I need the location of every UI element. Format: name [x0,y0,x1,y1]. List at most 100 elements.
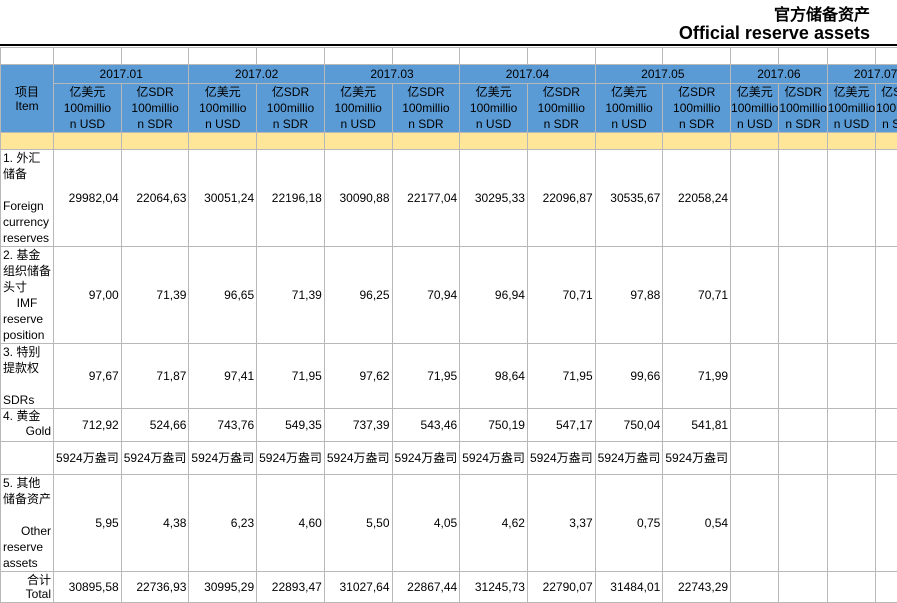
value-cell[interactable] [827,344,875,409]
empty-cell[interactable] [1,48,54,65]
value-cell[interactable]: 70,94 [392,247,460,344]
value-cell[interactable] [827,475,875,572]
value-cell[interactable] [876,409,897,442]
band-cell[interactable] [460,133,528,150]
value-cell[interactable]: 30995,29 [189,572,257,603]
value-cell[interactable]: 22064,63 [121,150,189,247]
month-header-3[interactable]: 2017.04 [460,65,595,84]
empty-cell[interactable] [324,48,392,65]
value-cell[interactable]: 5924万盎司 [392,442,460,475]
band-cell[interactable] [121,133,189,150]
value-cell[interactable]: 750,04 [595,409,663,442]
value-cell[interactable]: 0,54 [663,475,731,572]
value-cell[interactable]: 549,35 [257,409,325,442]
value-cell[interactable]: 31027,64 [324,572,392,603]
month-header-0[interactable]: 2017.01 [54,65,189,84]
value-cell[interactable] [779,344,827,409]
value-cell[interactable]: 71,39 [257,247,325,344]
value-cell[interactable]: 96,25 [324,247,392,344]
value-cell[interactable]: 71,95 [392,344,460,409]
empty-cell[interactable] [121,48,189,65]
empty-cell[interactable] [731,48,779,65]
value-cell[interactable] [827,572,875,603]
value-cell[interactable]: 97,00 [54,247,122,344]
value-cell[interactable]: 22736,93 [121,572,189,603]
value-cell[interactable]: 99,66 [595,344,663,409]
empty-cell[interactable] [460,48,528,65]
value-cell[interactable] [827,150,875,247]
value-cell[interactable]: 712,92 [54,409,122,442]
value-cell[interactable]: 98,64 [460,344,528,409]
band-cell[interactable] [189,133,257,150]
value-cell[interactable]: 750,19 [460,409,528,442]
band-cell[interactable] [827,133,875,150]
value-cell[interactable] [876,344,897,409]
value-cell[interactable]: 22893,47 [257,572,325,603]
value-cell[interactable]: 96,65 [189,247,257,344]
month-header-2[interactable]: 2017.03 [324,65,459,84]
value-cell[interactable]: 5924万盎司 [460,442,528,475]
value-cell[interactable]: 3,37 [527,475,595,572]
value-cell[interactable]: 22058,24 [663,150,731,247]
value-cell[interactable]: 541,81 [663,409,731,442]
band-cell[interactable] [731,133,779,150]
value-cell[interactable]: 30090,88 [324,150,392,247]
value-cell[interactable]: 5924万盎司 [595,442,663,475]
month-header-5[interactable]: 2017.06 [731,65,828,84]
value-cell[interactable]: 5924万盎司 [257,442,325,475]
value-cell[interactable]: 5924万盎司 [121,442,189,475]
value-cell[interactable]: 22096,87 [527,150,595,247]
value-cell[interactable]: 30895,58 [54,572,122,603]
value-cell[interactable]: 71,87 [121,344,189,409]
value-cell[interactable]: 5924万盎司 [54,442,122,475]
value-cell[interactable]: 524,66 [121,409,189,442]
empty-cell[interactable] [54,48,122,65]
value-cell[interactable]: 97,41 [189,344,257,409]
value-cell[interactable]: 5924万盎司 [324,442,392,475]
band-cell[interactable] [324,133,392,150]
band-cell[interactable] [876,133,897,150]
value-cell[interactable] [731,409,779,442]
value-cell[interactable]: 4,38 [121,475,189,572]
value-cell[interactable]: 70,71 [527,247,595,344]
value-cell[interactable]: 4,60 [257,475,325,572]
value-cell[interactable]: 22790,07 [527,572,595,603]
value-cell[interactable] [779,475,827,572]
value-cell[interactable] [876,442,897,475]
value-cell[interactable]: 30535,67 [595,150,663,247]
value-cell[interactable]: 737,39 [324,409,392,442]
empty-cell[interactable] [595,48,663,65]
value-cell[interactable]: 22743,29 [663,572,731,603]
row-label[interactable] [1,442,54,475]
value-cell[interactable] [876,150,897,247]
empty-cell[interactable] [189,48,257,65]
value-cell[interactable]: 71,99 [663,344,731,409]
value-cell[interactable] [731,475,779,572]
value-cell[interactable] [827,247,875,344]
value-cell[interactable]: 97,88 [595,247,663,344]
month-header-1[interactable]: 2017.02 [189,65,324,84]
value-cell[interactable]: 71,39 [121,247,189,344]
value-cell[interactable] [731,344,779,409]
band-cell[interactable] [595,133,663,150]
band-cell[interactable] [663,133,731,150]
value-cell[interactable]: 743,76 [189,409,257,442]
value-cell[interactable]: 31484,01 [595,572,663,603]
value-cell[interactable] [779,442,827,475]
value-cell[interactable]: 5,95 [54,475,122,572]
value-cell[interactable]: 5924万盎司 [189,442,257,475]
empty-cell[interactable] [392,48,460,65]
empty-cell[interactable] [876,48,897,65]
